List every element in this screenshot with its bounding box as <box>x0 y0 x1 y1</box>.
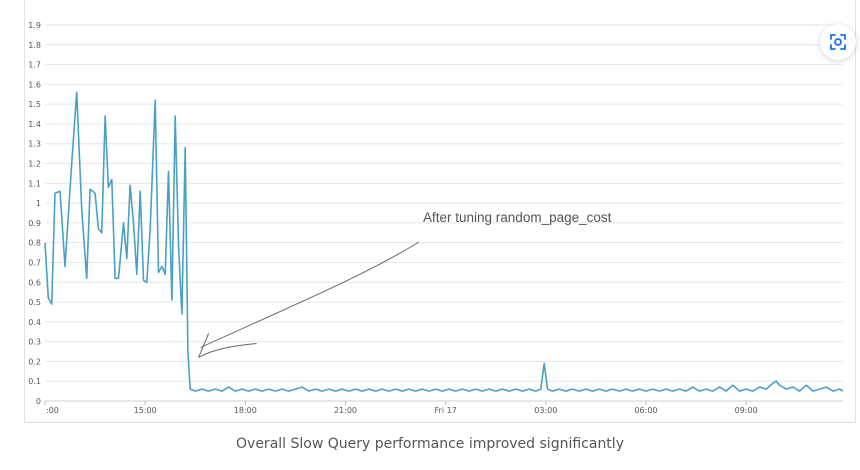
y-tick-label: 0.5 <box>28 298 41 307</box>
y-tick-label: 1.3 <box>28 140 41 149</box>
annotation-text: After tuning random_page_cost <box>423 210 612 225</box>
y-tick-label: 1.1 <box>28 179 41 188</box>
figure-caption: Overall Slow Query performance improved … <box>236 436 624 452</box>
chart-frame: 0 0.1 0.2 0.3 0.4 0.5 0.6 0.7 0.8 0.9 1 1.1 1.2 1.3 1.… <box>24 0 856 423</box>
y-tick-label: 0.8 <box>28 239 41 248</box>
y-tick-label: 0.7 <box>28 258 41 267</box>
y-tick-label: 0.4 <box>28 318 41 327</box>
x-tick-label: 21:00 <box>334 406 357 415</box>
y-tick-label: 1.6 <box>28 80 41 89</box>
y-tick-label: 1.4 <box>28 120 41 129</box>
y-tick-label: 0.3 <box>28 338 41 347</box>
series-line <box>44 91 844 392</box>
y-tick-label: 1.8 <box>28 41 41 50</box>
line-chart: 0 0.1 0.2 0.3 0.4 0.5 0.6 0.7 0.8 0.9 1 1.1 1.2 1.3 1.… <box>28 21 844 415</box>
zoom-button[interactable] <box>820 24 856 60</box>
y-tick-label: 1.7 <box>28 61 41 70</box>
x-tick-label: 09:00 <box>735 406 758 415</box>
y-tick-label: 0.6 <box>28 278 41 287</box>
y-tick-label: 1.5 <box>28 100 41 109</box>
y-tick-label: 1 <box>36 199 41 208</box>
x-tick-label: :00 <box>46 406 59 415</box>
x-tick-label: 18:00 <box>234 406 257 415</box>
y-tick-label: 1.2 <box>28 160 41 169</box>
x-tick-label: 03:00 <box>534 406 557 415</box>
y-tick-label: 0 <box>36 397 41 406</box>
annotation-arrow-head <box>198 333 257 358</box>
y-tick-label: 0.1 <box>28 377 41 386</box>
y-tick-label: 1.9 <box>28 21 41 30</box>
x-tick-label: Fri 17 <box>435 406 457 415</box>
annotation-arrow-shaft <box>200 241 420 348</box>
x-tick-label: 06:00 <box>634 406 657 415</box>
y-tick-label: 0.9 <box>28 219 41 228</box>
zoom-focus-icon <box>830 34 846 50</box>
y-tick-label: 0.2 <box>28 357 41 366</box>
x-tick-label: 15:00 <box>134 406 157 415</box>
